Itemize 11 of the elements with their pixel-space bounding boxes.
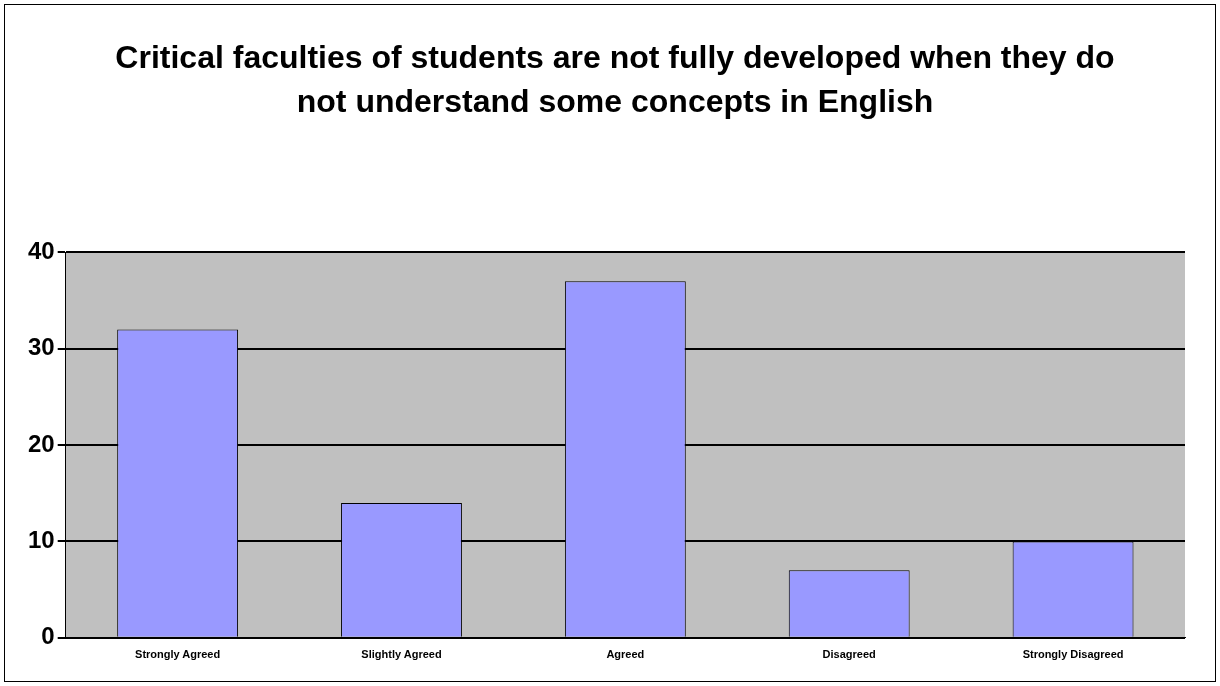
y-tick-label: 40 bbox=[27, 237, 55, 265]
y-tick-label: 0 bbox=[41, 622, 55, 650]
y-tick-label: 10 bbox=[27, 526, 55, 554]
x-tick-label: Agreed bbox=[606, 648, 645, 661]
chart-title: Critical faculties of students are not fully developed when they do not understand some concepts in English bbox=[114, 38, 1116, 121]
x-tick-label: Strongly Agreed bbox=[135, 648, 221, 661]
x-tick-label: Slightly Agreed bbox=[361, 648, 442, 661]
x-tick-label: Strongly Disagreed bbox=[1022, 648, 1124, 661]
x-tick-label: Disagreed bbox=[822, 648, 876, 661]
y-tick-label: 20 bbox=[27, 429, 55, 457]
y-tick-label: 30 bbox=[27, 333, 55, 361]
